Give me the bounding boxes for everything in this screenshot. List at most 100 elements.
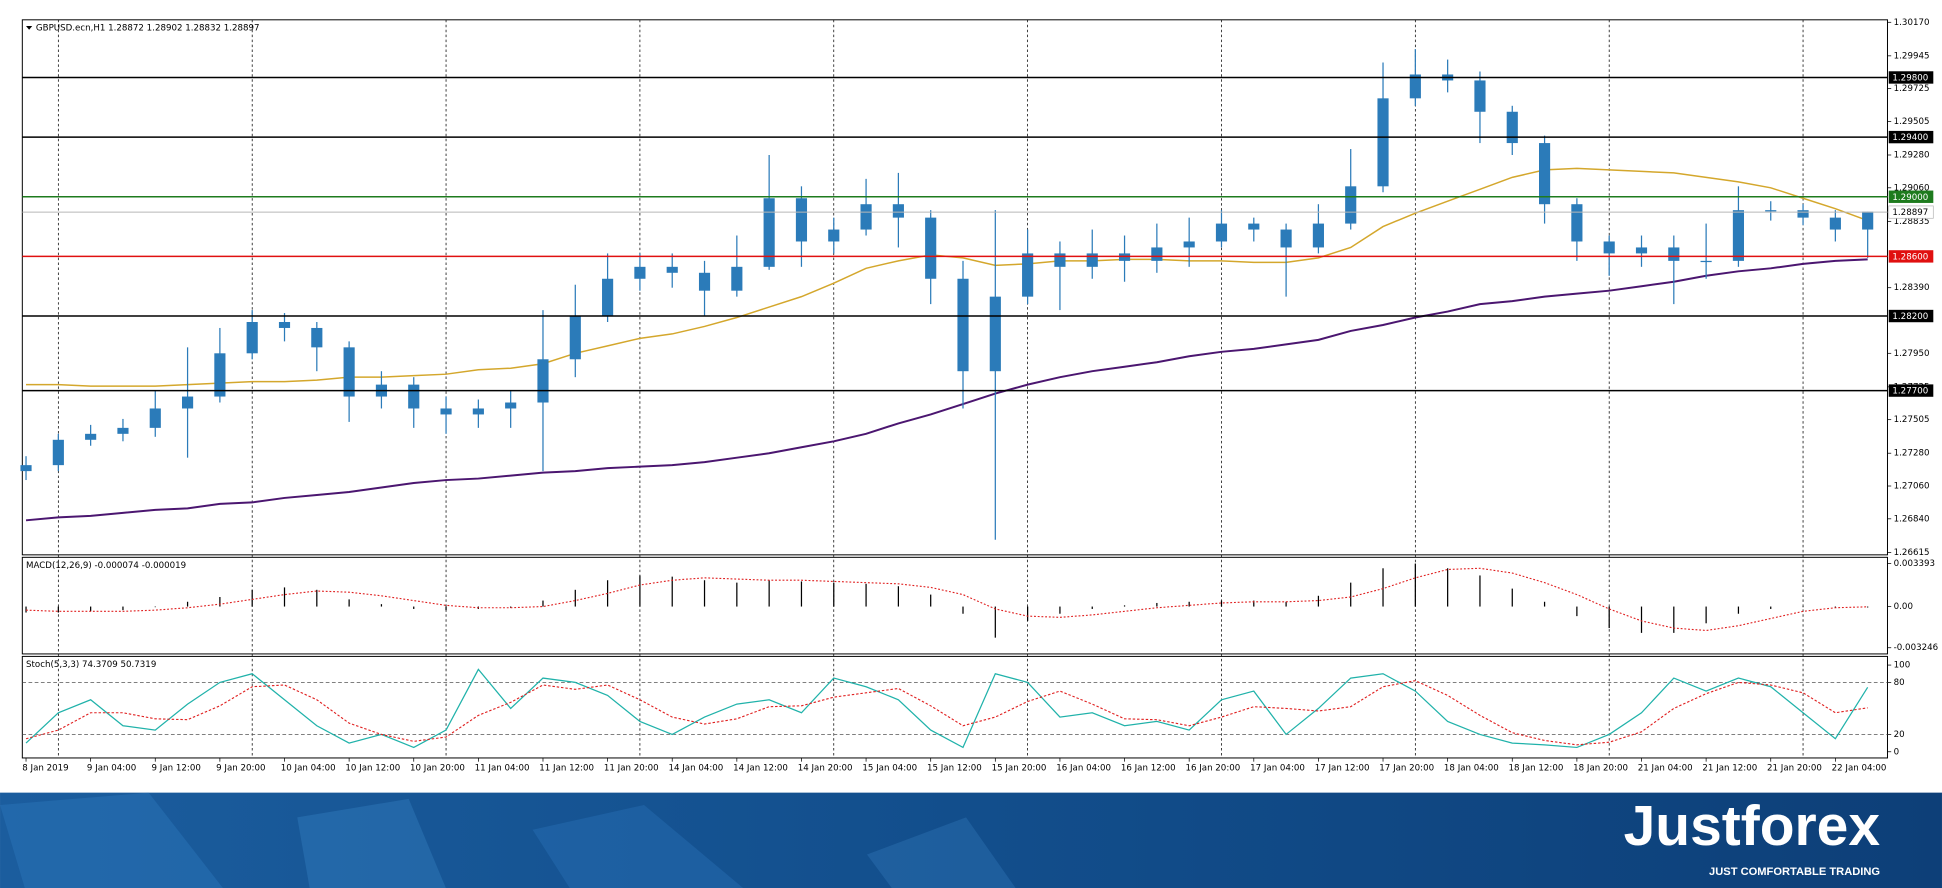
candle-body <box>505 402 517 409</box>
candle-body <box>892 204 904 218</box>
x-tick-label: 10 Jan 12:00 <box>345 763 400 773</box>
y-tick-label: 1.27950 <box>1894 349 1930 359</box>
candle-body <box>278 321 291 328</box>
candle-body <box>1151 247 1163 261</box>
candle-body <box>1668 247 1680 261</box>
y-tick-label: 1.26840 <box>1894 514 1930 524</box>
candle-body <box>214 353 226 397</box>
panel-title: GBPUSD.ecn,H1 1.28872 1.28902 1.28832 1.… <box>36 23 260 33</box>
candle-body <box>763 198 775 267</box>
candle-body <box>182 396 194 409</box>
x-tick-label: 16 Jan 20:00 <box>1185 763 1240 773</box>
brand-tagline: JUST COMFORTABLE TRADING <box>1709 866 1880 878</box>
candle-body <box>1603 241 1615 254</box>
panel-frame <box>21 556 1888 655</box>
x-tick-label: 18 Jan 20:00 <box>1573 763 1628 773</box>
banner-background <box>0 792 1942 888</box>
candle-body <box>1539 143 1551 205</box>
current-price-label: 1.28897 <box>1892 208 1928 218</box>
panel-frame <box>21 655 1888 759</box>
x-tick-label: 15 Jan 20:00 <box>992 763 1047 773</box>
x-tick-label: 16 Jan 04:00 <box>1056 763 1111 773</box>
x-tick-label: 9 Jan 12:00 <box>152 763 201 773</box>
candle-body <box>1215 223 1228 242</box>
price-level-box <box>1888 130 1934 144</box>
x-tick-label: 14 Jan 12:00 <box>733 763 788 773</box>
y-tick-label: 1.29280 <box>1894 150 1930 160</box>
price-level-box <box>1888 71 1934 84</box>
x-tick-label: 17 Jan 20:00 <box>1379 763 1434 773</box>
candle-body <box>1054 253 1066 267</box>
candle-body <box>1377 98 1389 187</box>
x-tick-label: 18 Jan 04:00 <box>1444 763 1499 773</box>
y-tick-label: -0.003246 <box>1894 643 1938 653</box>
candle-body <box>311 327 323 348</box>
panel-frame <box>21 19 1888 556</box>
y-tick-label: 1.28835 <box>1894 217 1930 227</box>
candle-body <box>1506 111 1518 144</box>
candle-body <box>1474 80 1486 112</box>
candle-body <box>1345 186 1357 224</box>
x-tick-label: 17 Jan 12:00 <box>1315 763 1370 773</box>
candle-body <box>731 266 743 291</box>
candle-body <box>698 272 711 291</box>
candle-body <box>1635 247 1648 254</box>
candle-body <box>85 433 97 440</box>
candle-body <box>1118 253 1131 261</box>
candle-body <box>52 439 64 466</box>
candle-body <box>1183 241 1195 248</box>
price-level-label: 1.27700 <box>1892 387 1928 397</box>
x-tick-label: 9 Jan 04:00 <box>87 763 136 773</box>
x-tick-label: 21 Jan 20:00 <box>1767 763 1822 773</box>
candle-body <box>634 266 646 279</box>
x-tick-label: 14 Jan 04:00 <box>669 763 724 773</box>
y-tick-label: 20 <box>1894 730 1905 740</box>
y-tick-label: 80 <box>1894 678 1905 688</box>
candle-body <box>1797 210 1809 218</box>
price-level-label: 1.29400 <box>1892 133 1928 143</box>
candle-body <box>1312 223 1324 248</box>
x-tick-label: 21 Jan 04:00 <box>1638 763 1693 773</box>
candle-body <box>149 408 161 428</box>
y-tick-label: 0 <box>1894 747 1900 757</box>
candle-body <box>795 198 808 242</box>
candle-body <box>860 204 872 230</box>
candle-body <box>472 408 484 415</box>
candle-body <box>925 217 937 279</box>
current-price-box <box>1888 205 1934 219</box>
plot-area: 1.30170 1.29945 1.29725 1.29505 1.29280 1.290… <box>20 18 1938 773</box>
candle-body <box>989 296 1001 372</box>
x-tick-label: 15 Jan 04:00 <box>862 763 917 773</box>
macd-signal <box>26 567 1868 632</box>
x-tick-label: 10 Jan 04:00 <box>281 763 336 773</box>
y-tick-label: 1.29725 <box>1894 84 1930 94</box>
x-tick-label: 14 Jan 20:00 <box>798 763 853 773</box>
moving-average <box>25 258 1868 522</box>
x-tick-label: 16 Jan 12:00 <box>1121 763 1176 773</box>
panel-title: Stoch(5,3,3) 74.3709 50.7319 <box>26 660 156 670</box>
candle-body <box>246 321 258 354</box>
price-level-label: 1.29800 <box>1892 74 1928 84</box>
price-level-label: 1.29000 <box>1892 193 1928 203</box>
stoch-signal <box>25 680 1868 746</box>
y-tick-label: 1.27280 <box>1894 449 1930 459</box>
candle-body <box>1086 253 1098 267</box>
x-tick-label: 15 Jan 12:00 <box>927 763 982 773</box>
candle-body <box>1700 260 1712 263</box>
y-tick-label: 1.28390 <box>1894 283 1930 293</box>
y-tick-label: 1.29505 <box>1894 117 1930 127</box>
x-tick-label: 8 Jan 2019 <box>22 763 68 773</box>
x-tick-label: 21 Jan 12:00 <box>1702 763 1757 773</box>
y-tick-label: 0.00 <box>1894 602 1913 612</box>
y-tick-label: 1.29945 <box>1894 51 1930 61</box>
banner-shape <box>866 817 1016 888</box>
banner-shape <box>297 798 446 888</box>
candle-body <box>828 229 840 242</box>
y-tick-label: 1.29060 <box>1894 183 1930 193</box>
candle-body <box>20 465 32 472</box>
price-level-box <box>1888 250 1934 263</box>
candle-body <box>666 266 678 273</box>
candle-body <box>1732 210 1745 261</box>
